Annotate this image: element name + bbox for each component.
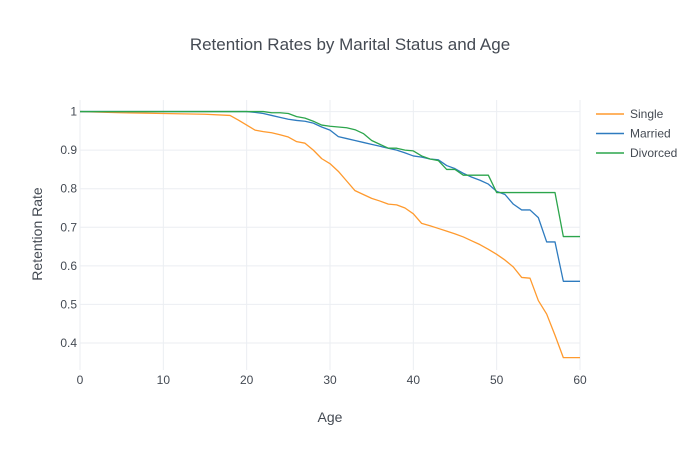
x-tick-label: 0 (77, 373, 84, 387)
legend-label: Single (630, 107, 664, 121)
x-tick-label: 20 (240, 373, 254, 387)
y-axis-ticks: 0.4 0.5 0.6 0.7 0.8 0.9 1 (60, 105, 77, 350)
x-tick-label: 40 (407, 373, 421, 387)
legend-item-divorced[interactable]: Divorced (596, 146, 677, 160)
x-tick-label: 60 (573, 373, 587, 387)
x-tick-label: 50 (490, 373, 504, 387)
gridlines (79, 100, 581, 370)
x-tick-label: 10 (157, 373, 171, 387)
y-tick-label: 0.4 (60, 336, 77, 350)
y-tick-label: 0.9 (60, 143, 77, 157)
x-tick-label: 30 (323, 373, 337, 387)
series-line-married (80, 110, 580, 282)
x-axis-ticks: 0 10 20 30 40 50 60 (77, 373, 587, 387)
y-tick-label: 0.8 (60, 182, 77, 196)
legend-item-single[interactable]: Single (596, 107, 664, 121)
y-tick-label: 0.6 (60, 259, 77, 273)
y-axis-title: Retention Rate (29, 187, 45, 281)
series-lines (79, 110, 580, 359)
series-line-divorced (80, 110, 580, 238)
y-tick-label: 0.7 (60, 220, 77, 234)
legend-label: Divorced (630, 146, 677, 160)
chart-title: Retention Rates by Marital Status and Ag… (190, 35, 510, 54)
y-tick-label: 1 (70, 105, 77, 119)
y-tick-label: 0.5 (60, 297, 77, 311)
legend-label: Married (630, 127, 671, 141)
legend-item-married[interactable]: Married (596, 127, 671, 141)
legend: Single Married Divorced (596, 107, 677, 160)
x-axis-title: Age (318, 409, 343, 425)
series-line-single (79, 110, 580, 359)
